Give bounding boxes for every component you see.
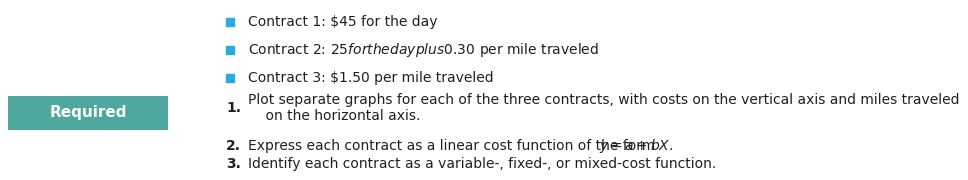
- FancyBboxPatch shape: [8, 96, 168, 130]
- Text: $y = a + bX$.: $y = a + bX$.: [599, 137, 674, 155]
- Text: 3.: 3.: [226, 157, 241, 171]
- Text: 2.: 2.: [226, 139, 241, 153]
- Text: Plot separate graphs for each of the three contracts, with costs on the vertical: Plot separate graphs for each of the thr…: [248, 93, 959, 123]
- Text: Express each contract as a linear cost function of the form: Express each contract as a linear cost f…: [248, 139, 659, 153]
- Text: Contract 1: $45 for the day: Contract 1: $45 for the day: [248, 15, 438, 29]
- Text: Contract 2: $25 for the day plus $0.30 per mile traveled: Contract 2: $25 for the day plus $0.30 p…: [248, 41, 599, 59]
- Text: Contract 3: $1.50 per mile traveled: Contract 3: $1.50 per mile traveled: [248, 71, 494, 85]
- Text: Required: Required: [49, 105, 127, 120]
- Text: Identify each contract as a variable-, fixed-, or mixed-cost function.: Identify each contract as a variable-, f…: [248, 157, 716, 171]
- Text: 1.: 1.: [226, 101, 241, 115]
